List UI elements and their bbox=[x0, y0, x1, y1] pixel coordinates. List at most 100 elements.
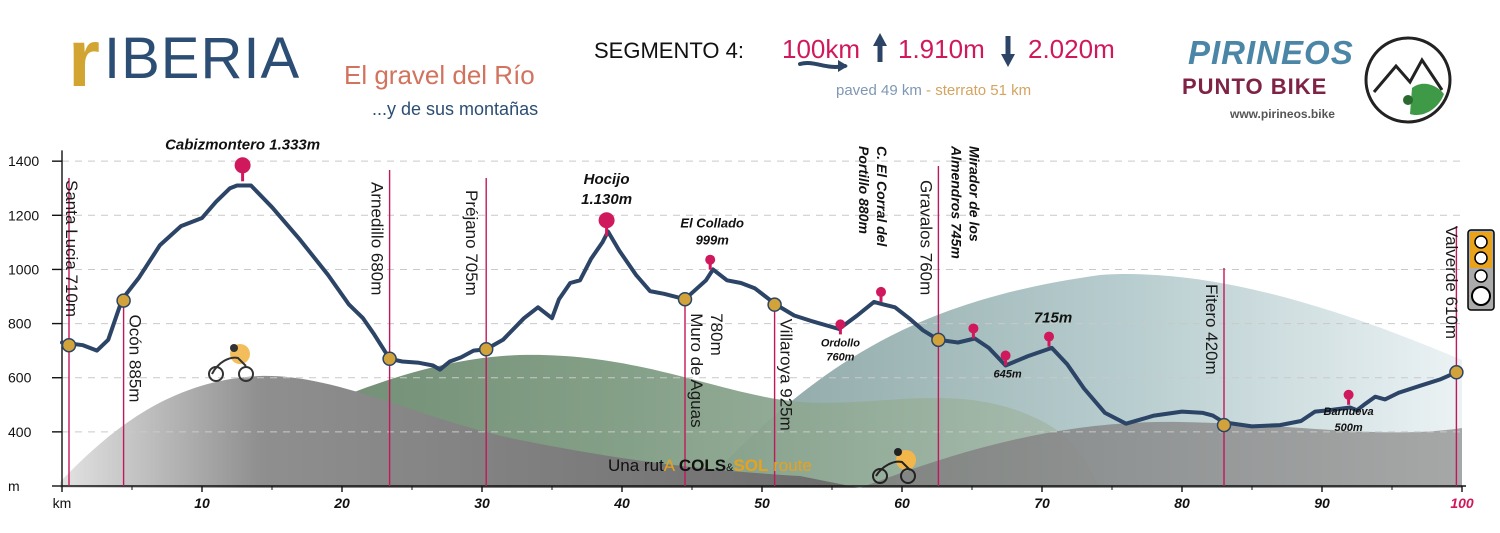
mountain-emblem-icon bbox=[1364, 36, 1452, 124]
segment-label: SEGMENTO 4: bbox=[594, 38, 744, 63]
summit-marker bbox=[705, 254, 716, 265]
summit-label-line2: Almendros 745m bbox=[948, 145, 964, 259]
town-markers: Santa Lucia 710m Ocón 885m Arnedillo 680m P… bbox=[61, 180, 1464, 433]
segment-distance: 100km bbox=[782, 34, 861, 64]
hill-grey-left bbox=[60, 375, 860, 488]
summit-marker bbox=[598, 212, 615, 229]
y-tick-label: 400 bbox=[8, 424, 32, 440]
summit-label: Barnueva bbox=[1324, 406, 1374, 418]
y-tick-label: 1400 bbox=[8, 153, 39, 169]
tagline-secondary: ...y de sus montañas bbox=[372, 99, 539, 119]
town-marker bbox=[61, 337, 77, 353]
x-tick-label: 100 bbox=[1450, 495, 1474, 511]
route-tag-amp: & bbox=[726, 462, 734, 474]
tagline: El gravel del Río bbox=[344, 60, 535, 90]
y-tick-label: 800 bbox=[8, 316, 32, 332]
summit-label: C. El Corral del bbox=[874, 146, 890, 247]
town-label: Santa Lucia 710m bbox=[62, 180, 81, 317]
descent-arrow-icon bbox=[1001, 36, 1015, 67]
town-marker bbox=[1449, 365, 1464, 380]
summit-label-line2: 760m bbox=[826, 351, 854, 363]
town-label-group: Gravalos 760m bbox=[916, 180, 935, 295]
x-tick-label: 90 bbox=[1314, 495, 1330, 511]
summit-marker bbox=[968, 323, 979, 334]
x-tick-label: 50 bbox=[754, 495, 770, 511]
route-tag-sol: SOL bbox=[733, 456, 769, 475]
summit-marker bbox=[234, 157, 251, 174]
ascent-arrow-icon bbox=[873, 33, 887, 62]
summit-marker bbox=[1000, 350, 1011, 361]
town-label-group: Ocón 885m bbox=[126, 315, 145, 403]
logo-letter: r bbox=[68, 13, 100, 104]
y-tick-label: 1000 bbox=[8, 261, 39, 277]
x-tick-label: 20 bbox=[333, 495, 350, 511]
surface-separator: - bbox=[921, 82, 936, 99]
y-axis: m 400 600 800 1000 1200 1400 bbox=[8, 150, 63, 494]
sterrato-distance: sterrato 51 km bbox=[935, 82, 1032, 99]
route-tagline: Una rutA COLS&SOL route bbox=[608, 456, 812, 476]
town-label: Gravalos 760m bbox=[916, 180, 935, 295]
town-label-line2: 780m bbox=[707, 313, 726, 356]
x-tick-label: 80 bbox=[1174, 495, 1190, 511]
town-label-group: Santa Lucia 710m bbox=[62, 180, 81, 317]
summit-label: El Collado bbox=[680, 216, 744, 231]
y-tick-label: m bbox=[8, 478, 20, 494]
town-label: Ocón 885m bbox=[126, 315, 145, 403]
paved-distance: paved 49 km bbox=[836, 82, 922, 99]
town-label-group: Muro de Aguas 780m bbox=[687, 313, 726, 427]
town-label: Valverde 610m bbox=[1442, 226, 1461, 339]
town-marker bbox=[1216, 417, 1232, 433]
town-label: Villaroya 925m bbox=[777, 319, 796, 431]
summit-label: 715m bbox=[1034, 310, 1072, 327]
town-label-group: Préjano 705m bbox=[462, 190, 481, 296]
summit-label-line2: 1.130m bbox=[581, 191, 632, 208]
summit-label: Mirador de los bbox=[966, 146, 982, 242]
route-tag-part: route bbox=[768, 456, 812, 475]
town-label: Préjano 705m bbox=[462, 190, 481, 296]
segment-descent: 2.020m bbox=[1028, 34, 1115, 64]
surface-split: paved 49 km - sterrato 51 km bbox=[836, 82, 1031, 99]
town-label: Arnedillo 680m bbox=[368, 182, 387, 295]
town-label: Fitero 420m bbox=[1202, 284, 1221, 375]
logo-word: IBERIA bbox=[104, 26, 301, 91]
route-tag-part: Una rut bbox=[608, 456, 664, 475]
sponsor-name-secondary: PUNTO BIKE bbox=[1182, 74, 1328, 99]
summit-label-line2: Portillo 880m bbox=[856, 146, 872, 234]
summit-marker bbox=[1044, 331, 1054, 342]
x-axis: km 10 20 30 40 50 60 70 80 90 100 bbox=[53, 485, 1474, 511]
sponsor-name: PIRINEOS bbox=[1188, 34, 1354, 71]
summit-label: Hocijo bbox=[584, 171, 630, 188]
town-marker bbox=[931, 332, 946, 348]
summit-markers: Cabizmontero 1.333m Hocijo 1.130m El Collad… bbox=[165, 136, 1374, 433]
town-lines bbox=[68, 166, 1458, 486]
summit-label: Cabizmontero 1.333m bbox=[165, 136, 320, 153]
route-tag-part: A bbox=[663, 456, 679, 475]
sponsor-url[interactable]: www.pirineos.bike bbox=[1230, 107, 1335, 121]
summit-label-line2: 999m bbox=[696, 233, 730, 248]
town-marker bbox=[767, 297, 782, 312]
cyclist-icon bbox=[208, 344, 254, 382]
town-marker bbox=[677, 291, 693, 307]
town-marker bbox=[116, 293, 131, 308]
town-marker bbox=[478, 342, 494, 357]
x-tick-label: 40 bbox=[613, 495, 630, 511]
y-tick-label: 600 bbox=[8, 370, 32, 386]
profile-line bbox=[60, 183, 1459, 429]
summit-marker bbox=[835, 319, 846, 330]
summit-marker bbox=[1343, 389, 1354, 400]
x-tick-label: 30 bbox=[474, 495, 490, 511]
summit-label-line2: 500m bbox=[1335, 422, 1363, 434]
summit-label: Ordollo bbox=[821, 337, 860, 349]
town-label: Muro de Aguas bbox=[687, 313, 706, 427]
town-label-group: Villaroya 925m bbox=[777, 319, 796, 431]
town-label-group: Fitero 420m bbox=[1202, 284, 1221, 375]
x-tick-label: 60 bbox=[894, 495, 910, 511]
x-tick-label: 10 bbox=[194, 495, 210, 511]
cc-license-icon bbox=[1467, 229, 1495, 311]
distance-arrow-icon bbox=[798, 60, 848, 72]
segment-ascent: 1.910m bbox=[898, 34, 985, 64]
